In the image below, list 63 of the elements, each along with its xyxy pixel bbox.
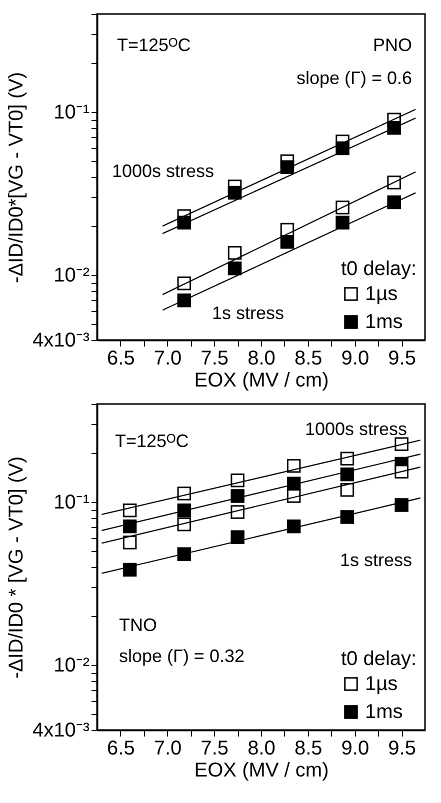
- y-tick-label: 10⁻¹: [54, 492, 90, 514]
- point: [177, 294, 192, 308]
- point: [177, 504, 192, 518]
- x-tick-label: 9.0: [341, 738, 370, 760]
- legend-label: 1ms: [365, 311, 403, 333]
- point: [177, 486, 192, 500]
- point: [280, 160, 294, 174]
- point: [122, 520, 137, 534]
- point: [228, 262, 242, 276]
- x-tick-label: 9.5: [388, 348, 416, 370]
- annotation: TNO: [119, 615, 157, 635]
- annotation: slope (Γ) = 0.32: [119, 646, 244, 666]
- point: [122, 536, 137, 550]
- annotation: slope (Γ) = 0.6: [296, 68, 412, 88]
- x-tick-label: 9.0: [341, 348, 370, 370]
- legend-title: t0 delay:: [341, 258, 417, 280]
- annotation: 1000s stress: [304, 419, 407, 439]
- annotation: T=125ᴼC: [117, 35, 191, 55]
- x-axis-title: EOX (MV / cm): [194, 370, 329, 392]
- annotation: 1s stress: [212, 303, 284, 323]
- annotation: 1000s stress: [112, 161, 214, 181]
- y-tick-label: 4x10⁻³: [32, 720, 90, 742]
- y-tick-label: 4x10⁻³: [32, 330, 90, 352]
- point: [394, 498, 408, 512]
- x-tick-label: 8.5: [294, 738, 322, 760]
- point: [280, 234, 294, 249]
- annotation: PNO: [372, 35, 412, 55]
- point: [228, 246, 242, 260]
- point: [340, 510, 354, 524]
- x-tick-label: 6.5: [107, 738, 135, 760]
- point: [387, 121, 401, 135]
- legend-label: 1ms: [365, 701, 403, 723]
- x-tick-label: 7.5: [200, 738, 229, 760]
- point: [177, 547, 192, 561]
- point: [286, 520, 301, 534]
- x-tick-label: 7.5: [200, 348, 229, 370]
- point: [387, 195, 401, 210]
- legend-label: 1µs: [365, 673, 398, 695]
- legend-label: 1µs: [365, 283, 398, 305]
- legend-title: t0 delay:: [341, 648, 417, 670]
- y-axis-title: -ΔID/ID0*[VG - VT0] (V): [5, 72, 28, 284]
- point: [122, 504, 137, 518]
- y-tick-label: 10⁻¹: [54, 102, 90, 124]
- x-tick-label: 8.5: [294, 348, 322, 370]
- x-tick-label: 6.5: [107, 348, 135, 370]
- point: [336, 216, 350, 230]
- y-tick-label: 10⁻²: [54, 654, 90, 677]
- point: [340, 468, 354, 482]
- point: [177, 518, 192, 532]
- annotation: T=125ᴼC: [115, 431, 189, 451]
- point: [230, 489, 244, 503]
- point: [230, 530, 244, 544]
- x-tick-label: 8.0: [248, 738, 276, 760]
- annotation: 1s stress: [340, 550, 412, 570]
- x-tick-label: 8.0: [248, 348, 276, 370]
- x-axis-title: EOX (MV / cm): [194, 760, 329, 782]
- point: [230, 473, 244, 488]
- x-tick-label: 9.5: [388, 738, 416, 760]
- y-axis-title: -ΔID/ID0 * [VG - VT0] (V): [5, 456, 28, 679]
- x-tick-label: 7.0: [154, 738, 182, 760]
- point: [340, 452, 354, 466]
- x-tick-label: 7.0: [154, 348, 182, 370]
- y-tick-label: 10⁻²: [54, 264, 90, 287]
